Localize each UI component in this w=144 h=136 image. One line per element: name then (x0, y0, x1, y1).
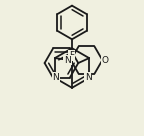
Text: N: N (64, 56, 71, 65)
Text: N: N (52, 73, 59, 82)
Text: F: F (69, 51, 74, 60)
Text: N: N (85, 73, 92, 82)
Text: O: O (102, 56, 109, 65)
